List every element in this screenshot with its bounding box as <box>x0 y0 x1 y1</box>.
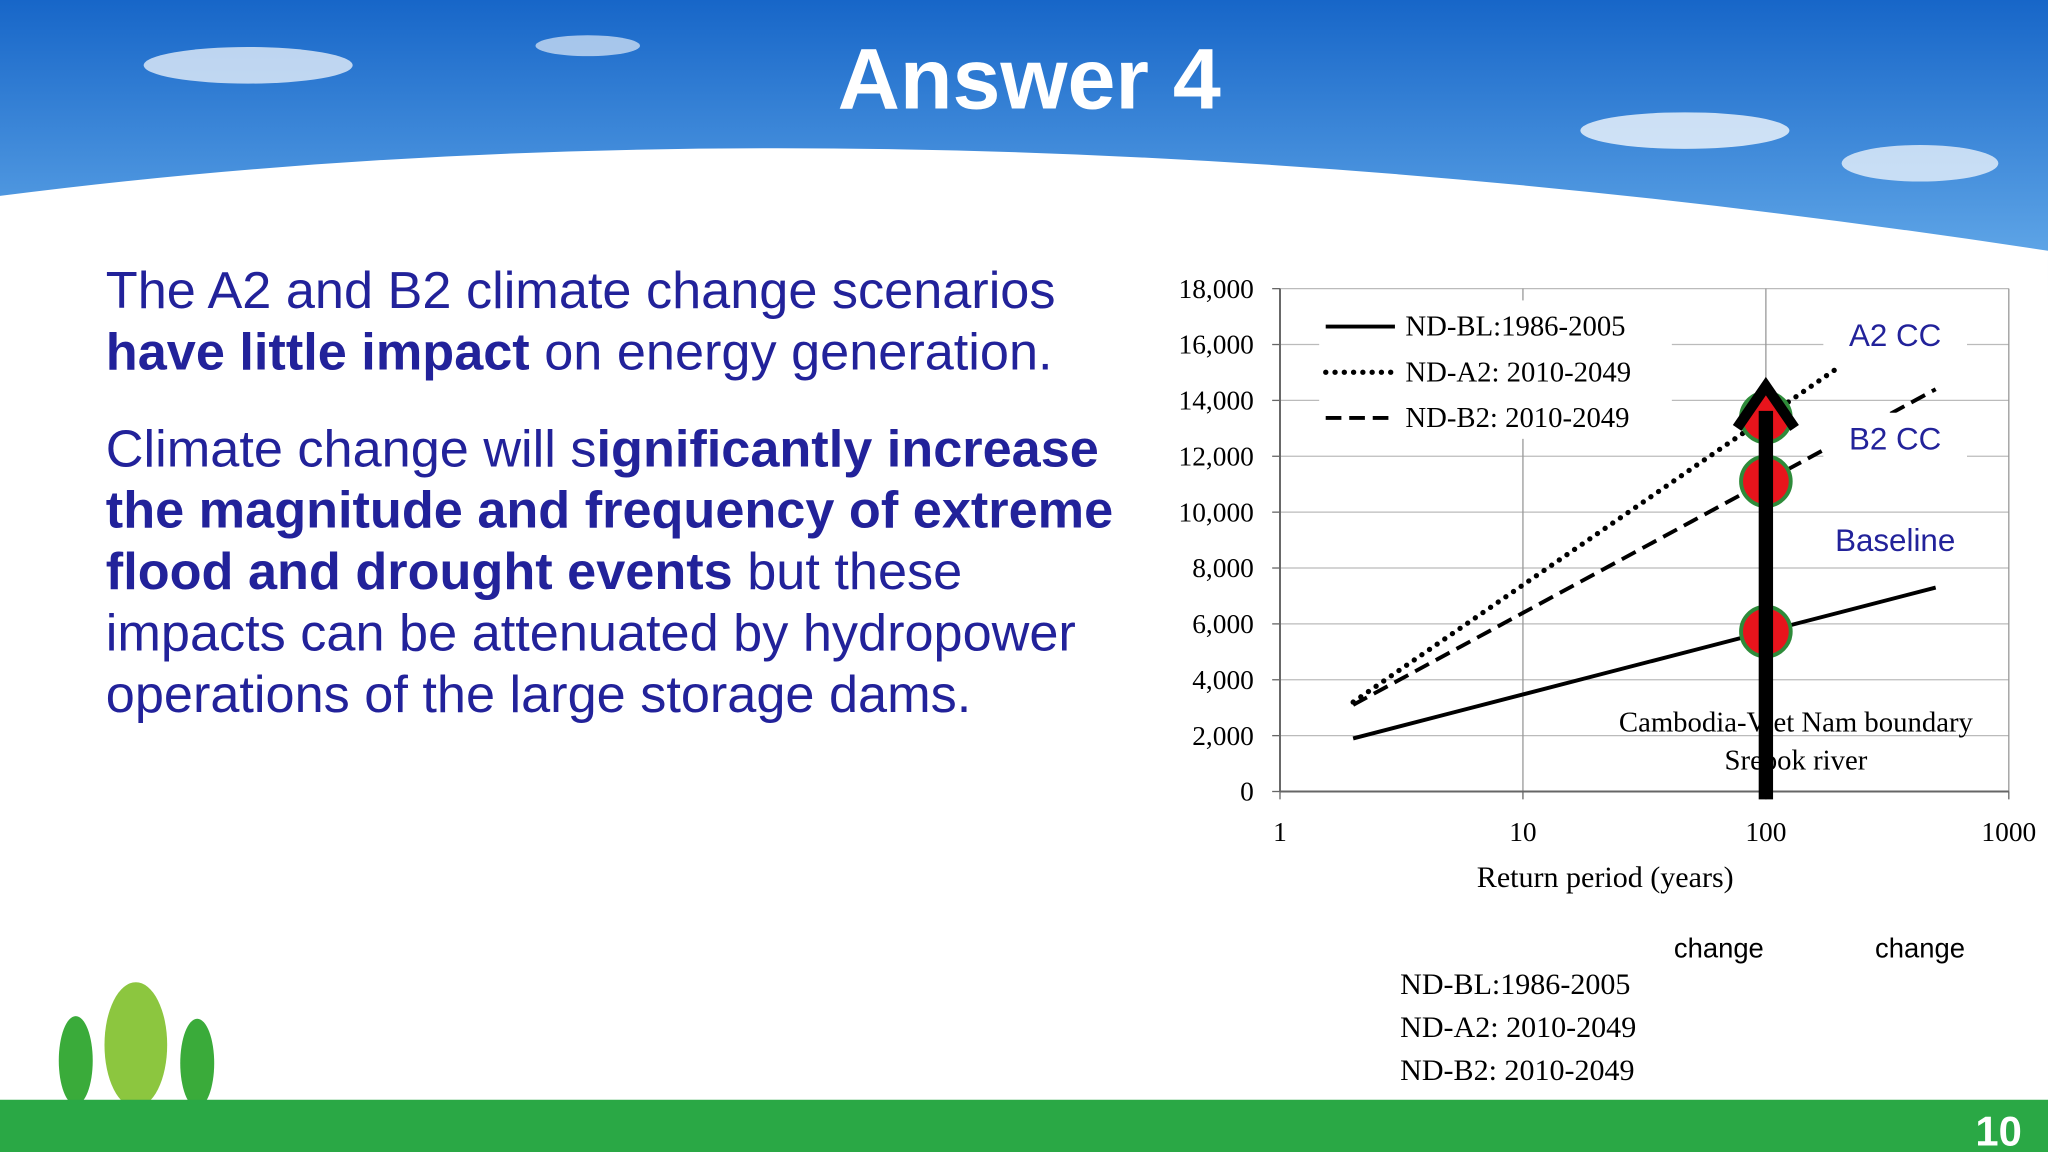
text-run: The A2 and B2 climate change scenarios <box>105 262 1056 320</box>
x-tick-label: 100 <box>1745 817 1786 847</box>
y-tick-label: 12,000 <box>1179 441 1254 471</box>
y-tick-label: 16,000 <box>1179 330 1254 360</box>
cloud <box>1580 112 1790 149</box>
chart: 0 2,000 4,000 6,000 8,000 10,000 12,000 14,000 1… <box>1179 274 2037 894</box>
slide-title: Answer 4 <box>838 31 1221 127</box>
cloud <box>1841 144 1999 182</box>
annotation: Baseline <box>1835 523 1955 558</box>
legend-label: ND-A2: 2010-2049 <box>1405 356 1631 388</box>
annotation: Cambodia-Viet Nam boundary <box>1619 706 1974 738</box>
bold-run: ignificantly increase the magnitude and … <box>105 420 1114 601</box>
legend-copy: ND-B2: 2010-2049 <box>1400 1054 1634 1087</box>
text-run: on energy generation. <box>529 323 1053 382</box>
annotation: B2 CC <box>1849 421 1941 456</box>
footer-bar <box>0 1099 2048 1152</box>
overlay-label: change <box>1674 932 1764 963</box>
paragraph: The A2 and B2 climate change scenarios h… <box>106 261 1151 384</box>
y-tick-label: 8,000 <box>1192 553 1254 583</box>
cloud <box>143 47 353 84</box>
bold-run: have little impact <box>105 323 530 382</box>
y-tick-label: 10,000 <box>1179 497 1254 527</box>
overlay-label: change <box>1875 932 1965 963</box>
legend-label: ND-B2: 2010-2049 <box>1405 402 1629 434</box>
y-tick-label: 4,000 <box>1192 665 1254 695</box>
tree-icon <box>58 1016 93 1105</box>
series-line <box>1352 387 1937 707</box>
x-axis-label: Return period (years) <box>1477 861 1734 894</box>
tree-icon <box>104 982 168 1108</box>
y-tick-label: 0 <box>1240 777 1254 807</box>
page-number: 10 <box>1975 1107 2021 1152</box>
highlight-arrowhead <box>1732 376 1799 431</box>
legend-copy: ND-A2: 2010-2049 <box>1400 1011 1636 1044</box>
x-tick-label: 1000 <box>1981 817 2036 847</box>
x-tick-label: 10 <box>1509 817 1536 847</box>
y-tick-label: 18,000 <box>1179 274 1254 304</box>
legend-background <box>1319 300 1672 439</box>
cloud <box>535 35 640 57</box>
y-tick-label: 2,000 <box>1192 721 1254 751</box>
x-tick-label: 1 <box>1273 817 1287 847</box>
y-tick-label: 6,000 <box>1192 609 1254 639</box>
annotation: Srepok river <box>1725 744 1868 776</box>
annotation-background <box>1823 514 1968 562</box>
y-tick-label: 14,000 <box>1179 386 1254 416</box>
legend-label: ND-BL:1986-2005 <box>1405 311 1625 343</box>
annotation-background <box>1823 309 1968 357</box>
paragraph: Climate change will significantly increa… <box>106 419 1151 726</box>
annotation: A2 CC <box>1849 318 1941 353</box>
text-run: Climate change will s <box>105 420 597 479</box>
tree-icon <box>180 1018 215 1108</box>
series-line <box>1352 585 1937 741</box>
legend-copy: ND-BL:1986-2005 <box>1400 968 1630 1001</box>
body-text: The A2 and B2 climate change scenarios h… <box>106 261 1151 761</box>
text-run: but these impacts can be attenuated by h… <box>105 543 1076 724</box>
annotation-background <box>1823 412 1968 460</box>
